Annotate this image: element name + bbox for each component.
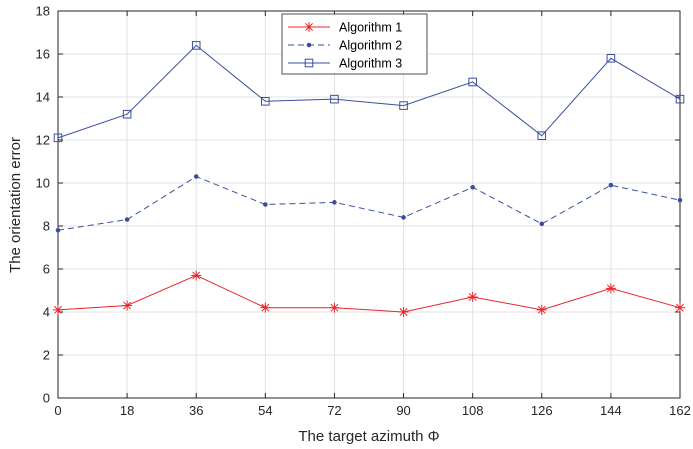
y-tick-label: 12 [36, 133, 50, 148]
data-point [606, 54, 616, 63]
plot-area [58, 11, 680, 398]
legend-marker [306, 42, 312, 48]
legend-item-1: Algorithm 1 [288, 21, 402, 35]
series-1 [53, 270, 685, 317]
data-point [398, 307, 409, 317]
data-point [401, 215, 406, 220]
data-point [261, 97, 270, 106]
x-tick-label: 36 [189, 403, 203, 418]
y-tick-label: 2 [43, 348, 50, 363]
axis-ticks: 0 18 36 54 72 90 108 126 144 162 0 2 4 6 8 10 12 14 16 18 [36, 4, 691, 419]
data-point [608, 182, 614, 188]
x-tick-label: 18 [120, 403, 134, 418]
legend-marker [304, 22, 314, 32]
data-point [260, 302, 271, 313]
x-tick-label: 0 [54, 403, 61, 418]
legend-marker [304, 58, 314, 68]
data-point [675, 94, 685, 104]
data-point [191, 270, 202, 281]
y-tick-label: 0 [43, 391, 50, 406]
series-2-line [57, 175, 681, 231]
legend-item-2: Algorithm 2 [288, 39, 402, 53]
y-tick-label: 18 [36, 4, 50, 19]
data-point [605, 283, 616, 294]
x-axis-title: The target azimuth Φ [298, 428, 439, 445]
y-tick-label: 4 [43, 305, 50, 320]
series-2 [55, 174, 683, 233]
series-3-line [57, 44, 681, 139]
y-tick-label: 10 [36, 176, 50, 191]
plot-frame [57, 10, 681, 399]
y-tick-label: 6 [43, 262, 50, 277]
legend-label: Algorithm 1 [339, 21, 402, 35]
data-point [263, 202, 268, 207]
data-point [537, 131, 547, 140]
data-point [330, 94, 339, 104]
legend-label: Algorithm 3 [339, 57, 402, 71]
x-tick-label: 72 [327, 403, 341, 418]
y-tick-label: 16 [36, 47, 50, 62]
data-point [536, 304, 547, 315]
data-point [470, 185, 475, 190]
x-tick-label: 54 [258, 403, 272, 418]
data-point [124, 217, 130, 222]
data-point [467, 291, 478, 302]
x-tick-label: 144 [600, 403, 622, 418]
data-point [53, 133, 63, 143]
data-point [122, 300, 133, 311]
series-group [53, 41, 685, 317]
legend: Algorithm 1 Algorithm 2 Algorithm 3 [281, 13, 428, 75]
x-tick-label: 162 [669, 403, 691, 418]
data-point [468, 77, 477, 87]
data-point [329, 302, 340, 313]
x-tick-label: 126 [531, 403, 553, 418]
data-point [675, 302, 685, 313]
data-point [332, 200, 337, 205]
data-point [122, 109, 132, 119]
y-axis-title: The orientation error [7, 137, 24, 273]
legend-label: Algorithm 2 [339, 39, 402, 53]
data-point [55, 228, 61, 233]
legend-items: Algorithm 1 Algorithm 2 Algorithm 3 [288, 21, 402, 71]
legend-item-3: Algorithm 3 [288, 57, 402, 71]
data-point [399, 101, 408, 110]
y-tick-label: 8 [43, 219, 50, 234]
data-point [539, 221, 545, 227]
data-point [193, 174, 199, 179]
data-point [677, 197, 683, 203]
series-3 [53, 41, 685, 143]
data-point [191, 41, 201, 50]
x-tick-label: 90 [396, 403, 410, 418]
y-tick-label: 14 [36, 90, 50, 105]
x-tick-label: 108 [462, 403, 484, 418]
series-1-line [57, 274, 681, 313]
data-point [53, 304, 63, 315]
